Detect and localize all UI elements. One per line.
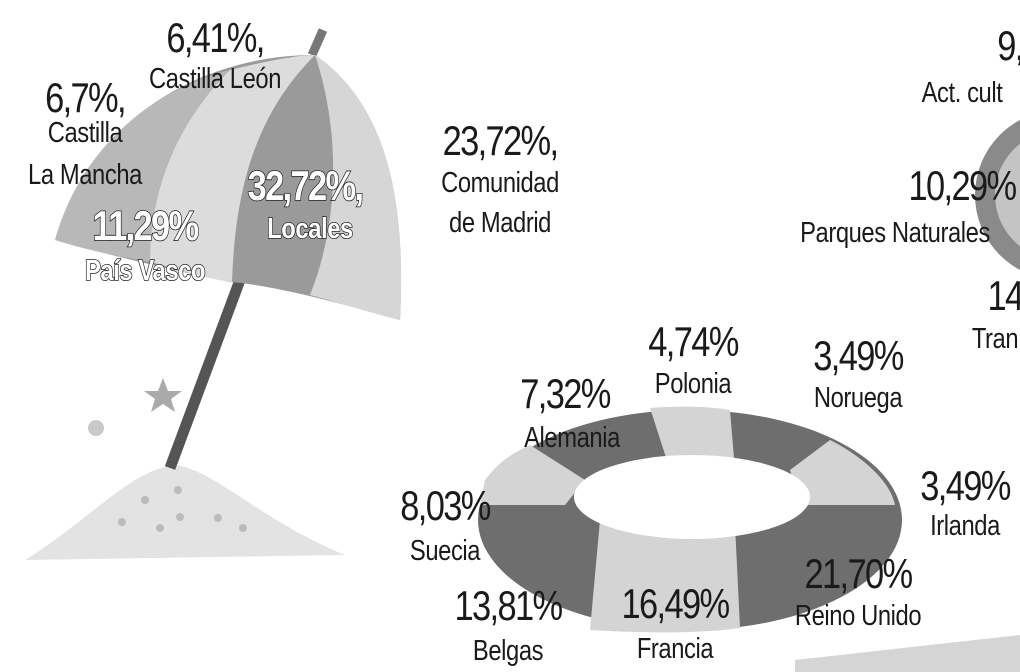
labels: 6,41%,Castilla León 6,7%,Castilla La Manch… bbox=[28, 15, 1020, 667]
percent-label: 13,81% bbox=[455, 583, 563, 630]
artwork bbox=[25, 28, 1020, 672]
region-label: Parques Naturales bbox=[800, 216, 990, 249]
right-disc-inner bbox=[995, 143, 1020, 247]
region-label: Irlanda bbox=[930, 509, 1000, 542]
pole bbox=[164, 278, 246, 470]
region-label: Suecia bbox=[410, 534, 481, 567]
region-label: Polonia bbox=[655, 367, 732, 400]
percent-label: 7,32% bbox=[520, 371, 610, 418]
percent-label: 10,29% bbox=[909, 163, 1017, 210]
canopy-panel bbox=[310, 55, 402, 320]
percent-label: 6,41%, bbox=[166, 15, 263, 62]
region-label: Locales bbox=[267, 212, 353, 245]
region-label: Comunidad bbox=[441, 166, 559, 199]
sand bbox=[25, 465, 345, 560]
star bbox=[144, 378, 182, 412]
region-label: Belgas bbox=[473, 634, 543, 667]
percent-label: 8,03% bbox=[400, 483, 490, 530]
canopy-panel bbox=[150, 55, 315, 282]
region-label: Castilla León bbox=[149, 62, 281, 95]
region-label: La Mancha bbox=[28, 158, 143, 191]
percent-label: 23,72%, bbox=[443, 118, 558, 165]
region-label: Tran bbox=[972, 322, 1018, 355]
region-label: Castilla bbox=[48, 116, 123, 149]
percent-label: 16,49% bbox=[622, 581, 730, 628]
percent-label: 9, bbox=[997, 23, 1020, 70]
region-label: Act. cult bbox=[922, 76, 1004, 109]
region-label: Francia bbox=[637, 632, 714, 665]
percent-label: 4,74% bbox=[648, 319, 738, 366]
region-label: Reino Unido bbox=[795, 599, 921, 632]
region-label: País Vasco bbox=[85, 254, 205, 287]
percent-label: 14 bbox=[987, 273, 1020, 320]
ring-hole bbox=[574, 455, 810, 539]
percent-label: 3,49% bbox=[813, 333, 903, 380]
sand-dots bbox=[118, 486, 247, 532]
percent-label: 6,7%, bbox=[45, 75, 125, 122]
percent-label: 21,70% bbox=[805, 551, 913, 598]
dot bbox=[88, 420, 104, 436]
percent-label: 11,29% bbox=[92, 203, 199, 250]
canopy-panel bbox=[55, 70, 230, 262]
bottom-shape bbox=[795, 635, 1020, 672]
region-label: de Madrid bbox=[449, 206, 551, 239]
percent-label: 3,49% bbox=[920, 463, 1010, 510]
region-label: Alemania bbox=[524, 421, 620, 454]
ring-stripes bbox=[480, 406, 895, 633]
region-label: Noruega bbox=[814, 381, 903, 414]
tip bbox=[307, 28, 328, 57]
percent-label: 32,72%, bbox=[248, 163, 363, 210]
